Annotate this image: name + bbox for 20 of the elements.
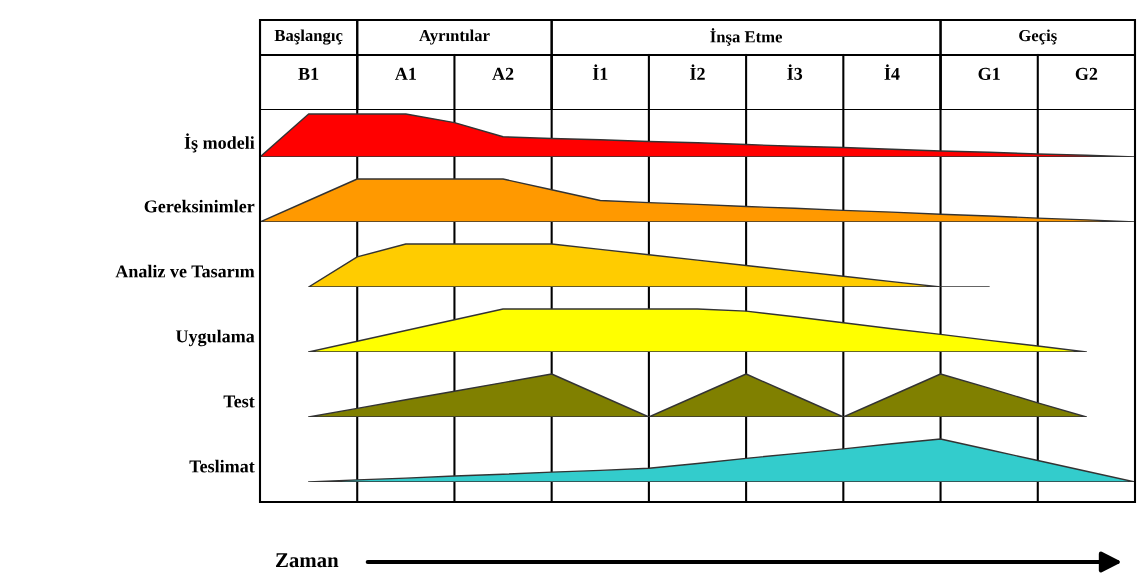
y-axis-title: Teslimat bbox=[189, 459, 255, 473]
y-axis-title: Gereksinimler bbox=[144, 199, 255, 213]
y-axis-title: İş modeli bbox=[184, 133, 255, 153]
x-tick-label: İ4 bbox=[884, 64, 900, 80]
x-tick-label: G1 bbox=[978, 67, 1000, 80]
x-tick-label: B1 bbox=[298, 67, 319, 80]
x-tick-label: A1 bbox=[394, 67, 416, 80]
text: Geçiş bbox=[1019, 29, 1057, 45]
x-tick-label: İ3 bbox=[787, 64, 803, 80]
x-tick-label: A2 bbox=[492, 67, 514, 80]
text: Başlangıç bbox=[274, 29, 343, 45]
x-tick-label: İ2 bbox=[690, 64, 705, 80]
text: Ayrıntılar bbox=[419, 29, 490, 45]
text: İnşa Etme bbox=[710, 28, 783, 46]
x-tick-label: İ1 bbox=[592, 64, 608, 80]
x-tick-label: G2 bbox=[1075, 67, 1098, 80]
y-axis-title: Test bbox=[223, 395, 255, 408]
x-axis-title: Zaman bbox=[276, 553, 339, 568]
y-axis-title: Uygulama bbox=[175, 329, 255, 347]
y-axis-title: Analiz ve Tasarım bbox=[115, 264, 255, 278]
